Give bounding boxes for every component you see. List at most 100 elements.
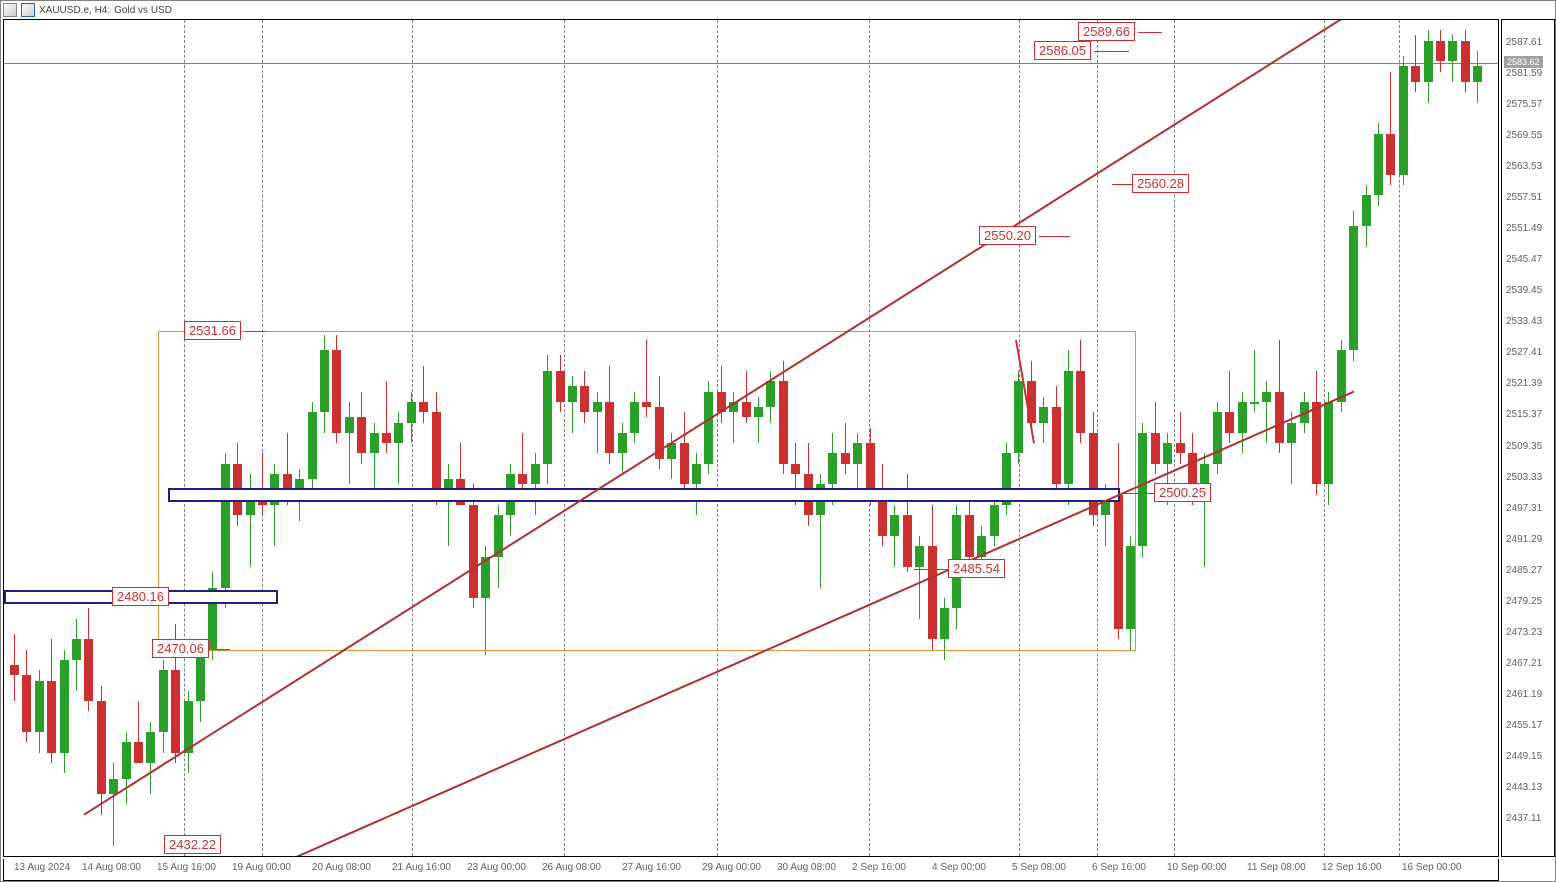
candle[interactable] xyxy=(1448,20,1457,856)
candle[interactable] xyxy=(35,20,44,856)
y-axis: 2437.112443.132449.152455.172461.192467.… xyxy=(1501,19,1555,857)
candle[interactable] xyxy=(1188,20,1197,856)
candle-body xyxy=(1225,412,1234,433)
candle[interactable] xyxy=(60,20,69,856)
window-icon-1 xyxy=(3,3,17,17)
x-tick-label: 14 Aug 08:00 xyxy=(82,862,141,873)
candle[interactable] xyxy=(1411,20,1420,856)
candle[interactable] xyxy=(72,20,81,856)
candle[interactable] xyxy=(1225,20,1234,856)
candle-body xyxy=(1411,66,1420,81)
price-label-connector xyxy=(1094,51,1129,52)
x-tick-label: 21 Aug 16:00 xyxy=(392,862,451,873)
price-label[interactable]: 2589.66 xyxy=(1078,22,1135,41)
candle[interactable] xyxy=(146,20,155,856)
y-tick-label: 2551.49 xyxy=(1506,223,1542,234)
price-label-connector xyxy=(1138,32,1162,33)
y-tick-label: 2521.39 xyxy=(1506,378,1542,389)
candle[interactable] xyxy=(1250,20,1259,856)
candle[interactable] xyxy=(1399,20,1408,856)
price-label[interactable]: 2480.16 xyxy=(112,587,169,606)
candle-body xyxy=(146,732,155,763)
candle[interactable] xyxy=(10,20,19,856)
price-label[interactable]: 2560.28 xyxy=(1132,174,1189,193)
price-label-connector xyxy=(1039,236,1070,237)
y-tick-label: 2461.19 xyxy=(1506,689,1542,700)
candle[interactable] xyxy=(1436,20,1445,856)
candle[interactable] xyxy=(122,20,131,856)
candle[interactable] xyxy=(47,20,56,856)
candle-body xyxy=(1324,402,1333,485)
x-tick-label: 10 Sep 00:00 xyxy=(1167,862,1227,873)
candle[interactable] xyxy=(134,20,143,856)
candle[interactable] xyxy=(109,20,118,856)
price-label[interactable]: 2500.25 xyxy=(1154,483,1211,502)
candle-body xyxy=(1349,226,1358,350)
y-tick-label: 2581.59 xyxy=(1506,68,1542,79)
x-tick-label: 2 Sep 16:00 xyxy=(852,862,906,873)
candle[interactable] xyxy=(1262,20,1271,856)
candle[interactable] xyxy=(1163,20,1172,856)
chart-window: XAUUSD.e, H4: Gold vs USD 2589.662586.05… xyxy=(0,0,1556,882)
candle[interactable] xyxy=(1461,20,1470,856)
price-label-connector xyxy=(244,331,266,332)
candle[interactable] xyxy=(1312,20,1321,856)
candle[interactable] xyxy=(1200,20,1209,856)
x-tick-label: 27 Aug 16:00 xyxy=(622,862,681,873)
candle[interactable] xyxy=(22,20,31,856)
y-tick-label: 2509.35 xyxy=(1506,441,1542,452)
chart-description: Gold vs USD xyxy=(114,5,172,16)
candle-wick xyxy=(1180,412,1181,464)
candle[interactable] xyxy=(84,20,93,856)
candle[interactable] xyxy=(1349,20,1358,856)
candle[interactable] xyxy=(1275,20,1284,856)
y-tick-label: 2575.57 xyxy=(1506,99,1542,110)
price-label[interactable]: 2531.66 xyxy=(184,321,241,340)
candle-body xyxy=(22,675,31,732)
candle[interactable] xyxy=(1287,20,1296,856)
price-label[interactable]: 2485.54 xyxy=(948,559,1005,578)
chart-plot-area[interactable]: 2589.662586.05 2560.28 2550.20 2531.66 2500.… xyxy=(3,19,1499,857)
candle[interactable] xyxy=(1374,20,1383,856)
candle-body xyxy=(84,639,93,701)
price-label[interactable]: 2550.20 xyxy=(979,226,1036,245)
candle-body xyxy=(1262,392,1271,402)
price-label-connector xyxy=(914,569,948,570)
candle[interactable] xyxy=(1473,20,1482,856)
candle[interactable] xyxy=(1337,20,1346,856)
candle-body xyxy=(1436,41,1445,62)
y-tick-label: 2437.11 xyxy=(1506,813,1541,824)
y-tick-label: 2539.45 xyxy=(1506,285,1542,296)
price-label[interactable]: 2470.06 xyxy=(152,639,209,658)
candle-body xyxy=(1424,41,1433,82)
price-label[interactable]: 2586.05 xyxy=(1034,41,1091,60)
x-tick-label: 19 Aug 00:00 xyxy=(232,862,291,873)
candle-body xyxy=(184,701,193,753)
y-tick-label: 2479.25 xyxy=(1506,596,1542,607)
support-resistance-zone[interactable] xyxy=(168,488,1120,502)
candle-body xyxy=(1138,433,1147,547)
y-tick-label: 2527.41 xyxy=(1506,347,1542,358)
candle-body xyxy=(109,779,118,794)
candle[interactable] xyxy=(1138,20,1147,856)
candle-body xyxy=(171,670,180,753)
candle[interactable] xyxy=(1213,20,1222,856)
candle[interactable] xyxy=(1386,20,1395,856)
candle[interactable] xyxy=(1238,20,1247,856)
candle-body xyxy=(1337,350,1346,402)
candle[interactable] xyxy=(1300,20,1309,856)
x-tick-label: 5 Sep 08:00 xyxy=(1012,862,1066,873)
price-label[interactable]: 2432.22 xyxy=(164,835,221,854)
y-tick-label: 2587.61 xyxy=(1506,37,1542,48)
x-axis: 13 Aug 202414 Aug 08:0015 Aug 16:0019 Au… xyxy=(3,859,1499,881)
candle[interactable] xyxy=(1151,20,1160,856)
candle-body xyxy=(1461,41,1470,82)
y-tick-label: 2491.29 xyxy=(1506,534,1542,545)
y-tick-label: 2503.33 xyxy=(1506,472,1542,483)
candle[interactable] xyxy=(1176,20,1185,856)
candle[interactable] xyxy=(1424,20,1433,856)
candle[interactable] xyxy=(1362,20,1371,856)
candle[interactable] xyxy=(1324,20,1333,856)
candle[interactable] xyxy=(97,20,106,856)
y-tick-label: 2485.27 xyxy=(1506,565,1542,576)
